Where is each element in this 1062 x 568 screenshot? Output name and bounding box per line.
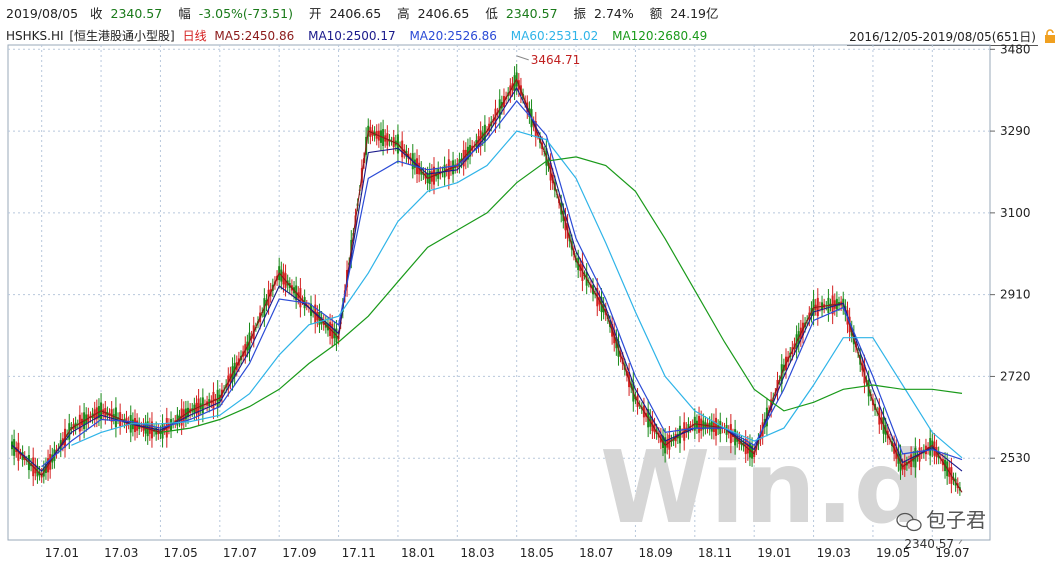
ma-line-ma10 [11,86,963,472]
ma20-label: MA20:2526.86 [409,29,497,43]
ma10-label: MA10:2500.17 [308,29,396,43]
period-selector[interactable]: 日线 [182,29,207,43]
x-tick-label: 19.01 [757,546,791,560]
close-label: 收 [90,6,103,21]
wechat-icon [896,512,922,532]
annotation-leader [958,539,963,545]
symbol-name: [恒生港股通小型股] [69,29,175,43]
ma-line-ma120 [160,156,963,433]
x-tick-label: 17.09 [282,546,316,560]
high-label: 高 [397,6,410,21]
x-tick-label: 17.01 [45,546,79,560]
ma5-label: MA5:2450.86 [214,29,295,43]
annotation-label: 3464.71 [531,53,581,67]
amount-value: 24.19亿 [670,6,719,21]
brand-name: 包子君 [926,508,986,532]
high-value: 2406.65 [417,6,470,21]
x-tick-label: 17.05 [163,546,197,560]
quote-bar: 2019/08/05 收 2340.57 幅 -3.05%(-73.51) 开 … [6,4,731,24]
low-value: 2340.57 [505,6,558,21]
moving-averages [11,78,963,493]
close-value: 2340.57 [110,6,163,21]
amount-label: 额 [649,6,663,21]
annotation-label: 2340.57 [904,537,954,551]
ma120-label: MA120:2680.49 [612,29,708,43]
ma-line-ma60 [71,130,963,459]
x-tick-label: 19.05 [876,546,910,560]
open-value: 2406.65 [329,6,382,21]
x-tick-label: 18.01 [401,546,435,560]
change-label: 幅 [178,6,191,21]
lock-icon[interactable] [1044,29,1056,43]
x-tick-label: 19.07 [935,546,969,560]
indicator-bar: HSHKS.HI [恒生港股通小型股] 日线 MA5:2450.86 MA10:… [6,26,707,46]
y-tick-label: 3290 [1000,124,1031,138]
y-tick-label: 3480 [1000,42,1031,56]
y-tick-label: 3100 [1000,206,1031,220]
x-tick-label: 17.11 [342,546,376,560]
x-tick-label: 17.07 [223,546,257,560]
amplitude-label: 振 [573,6,587,21]
open-label: 开 [308,6,322,21]
annotations: 3464.71 2340.57 [516,53,963,551]
y-tick-label: 2720 [1000,369,1031,383]
ma60-label: MA60:2531.02 [510,29,599,43]
x-tick-label: 17.03 [104,546,138,560]
quote-date: 2019/08/05 [6,6,79,21]
y-tick-label: 2910 [1000,288,1031,302]
x-tick-label: 18.05 [520,546,554,560]
symbol-code: HSHKS.HI [6,29,64,43]
low-label: 低 [485,6,498,21]
x-tick-label: 18.09 [638,546,672,560]
x-tick-label: 18.07 [579,546,613,560]
plot-frame [7,44,991,541]
watermark-text: Win.d [600,429,925,546]
grid [7,44,991,541]
x-tick-label: 18.11 [698,546,732,560]
ma-line-ma20 [41,100,963,468]
change-value: -3.05%(-73.51) [198,6,293,21]
axes: 2530 2720 2910 3100 3290 3480 17.01 17.03 17.05 1… [45,42,1031,560]
annotation-leader [516,55,529,61]
x-tick-label: 19.03 [817,546,851,560]
amplitude-value: 2.74% [594,6,634,21]
y-tick-label: 2530 [1000,451,1031,465]
x-tick-label: 18.03 [460,546,494,560]
